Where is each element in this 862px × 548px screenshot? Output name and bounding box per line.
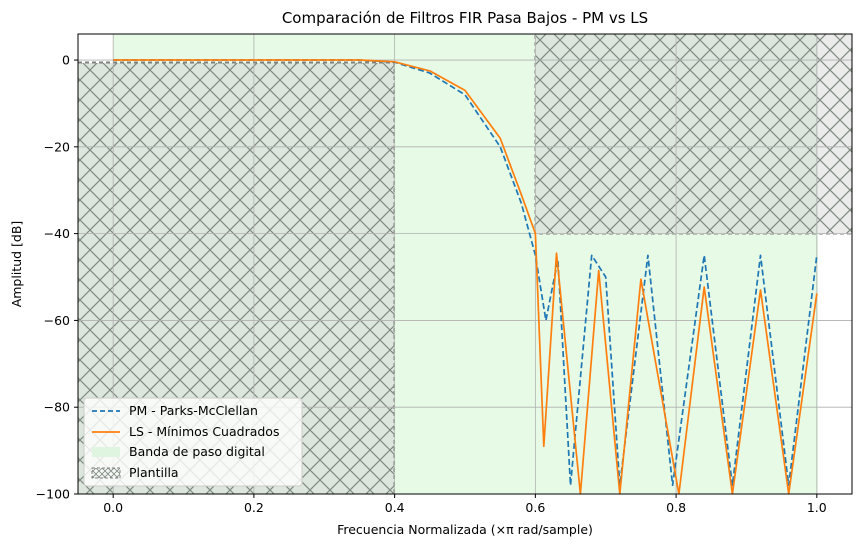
legend-swatch-template (91, 467, 121, 479)
y-axis: 0 −20 −40 −60 −80 −100 (36, 53, 78, 502)
x-tick-label: 0.8 (666, 500, 686, 515)
x-tick-label: 1.0 (807, 500, 827, 515)
x-tick-label: 0.0 (103, 500, 123, 515)
y-tick-label: −20 (44, 139, 70, 154)
legend-label-pm: PM - Parks-McClellan (129, 403, 258, 418)
legend-label-passband: Banda de paso digital (129, 444, 265, 459)
y-tick-label: −100 (36, 487, 70, 502)
x-axis: 0.0 0.2 0.4 0.6 0.8 1.0 (103, 494, 827, 515)
y-axis-label: Amplitud [dB] (9, 221, 24, 308)
series-line-pm (113, 59, 818, 487)
y-tick-label: −60 (44, 313, 70, 328)
y-tick-label: −40 (44, 226, 70, 241)
x-tick-label: 0.6 (525, 500, 545, 515)
y-tick-label: 0 (62, 53, 70, 68)
template-stopband-hatch (534, 34, 852, 235)
grid (78, 34, 852, 494)
x-tick-label: 0.2 (244, 500, 264, 515)
y-tick-label: −80 (44, 400, 70, 415)
axes-frame (77, 33, 853, 495)
x-axis-label: Frecuencia Normalizada (×π rad/sample) (337, 522, 593, 537)
series-line-ls (113, 59, 818, 494)
chart-title: Comparación de Filtros FIR Pasa Bajos - … (282, 9, 648, 27)
legend: PM - Parks-McClellan LS - Mínimos Cuadra… (83, 397, 303, 487)
plot-area (78, 34, 852, 494)
x-tick-label: 0.4 (385, 500, 405, 515)
legend-box (83, 397, 303, 487)
legend-label-template: Plantilla (129, 465, 179, 480)
legend-label-ls: LS - Mínimos Cuadrados (129, 424, 279, 439)
legend-swatch-passband (92, 447, 120, 457)
